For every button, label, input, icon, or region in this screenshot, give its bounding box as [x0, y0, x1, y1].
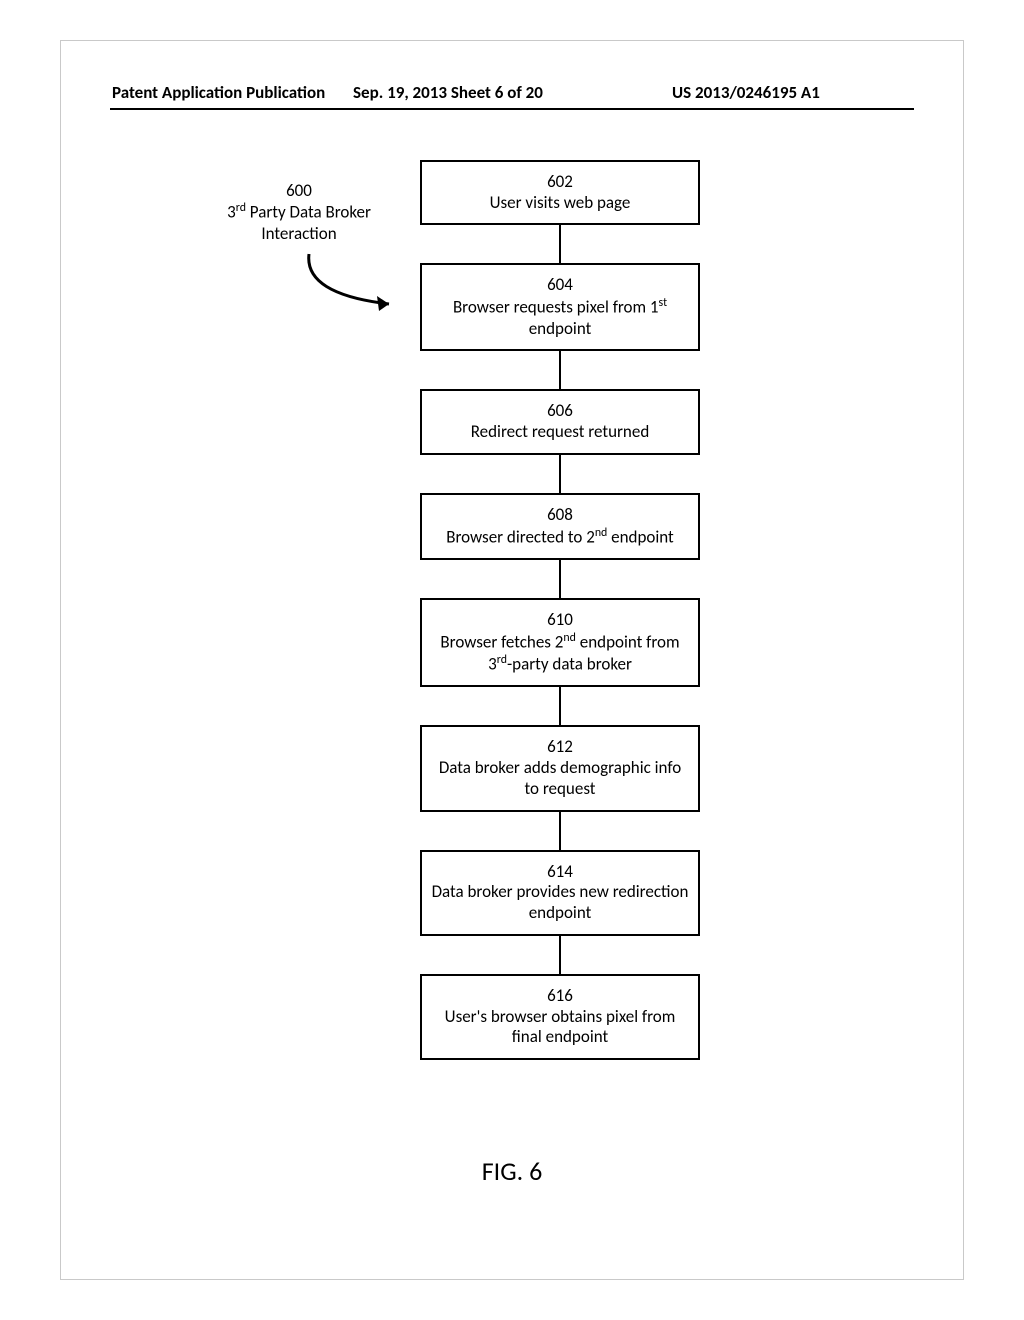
header-right: US 2013/0246195 A1 — [672, 82, 820, 103]
flow-connector — [559, 351, 561, 389]
title-arrow-icon — [299, 249, 419, 319]
flow-node-612: 612 Data broker adds demographic info to… — [420, 725, 700, 811]
flow-node-608: 608 Browser directed to 2nd endpoint — [420, 493, 700, 560]
flow-node-610: 610 Browser fetches 2nd endpoint from 3r… — [420, 598, 700, 688]
node-text: Browser directed to 2nd endpoint — [430, 526, 690, 548]
header-middle: Sep. 19, 2013 Sheet 6 of 20 — [353, 82, 543, 103]
header-left: Patent Application Publication — [112, 82, 325, 103]
node-text: Browser fetches 2nd endpoint from 3rd-pa… — [430, 631, 690, 676]
node-id: 614 — [430, 862, 690, 883]
node-text: Browser requests pixel from 1st endpoint — [430, 296, 690, 339]
node-text: Redirect request returned — [430, 422, 690, 443]
flow-node-616: 616 User's browser obtains pixel from fi… — [420, 974, 700, 1060]
node-id: 602 — [430, 172, 690, 193]
node-text: Data broker provides new redirection end… — [430, 882, 690, 923]
node-id: 610 — [430, 610, 690, 631]
flow-node-606: 606 Redirect request returned — [420, 389, 700, 454]
flow-connector — [559, 455, 561, 493]
node-id: 604 — [430, 275, 690, 296]
flow-node-602: 602 User visits web page — [420, 160, 700, 225]
flowchart: 602 User visits web page 604 Browser req… — [420, 160, 700, 1060]
page: Patent Application Publication Sep. 19, … — [0, 0, 1024, 1320]
node-text: Data broker adds demographic info to req… — [430, 758, 690, 799]
flow-node-604: 604 Browser requests pixel from 1st endp… — [420, 263, 700, 351]
flow-connector — [559, 225, 561, 263]
flow-connector — [559, 560, 561, 598]
header-rule — [110, 108, 914, 110]
flow-node-614: 614 Data broker provides new redirection… — [420, 850, 700, 936]
node-id: 616 — [430, 986, 690, 1007]
diagram-title: 600 3rd Party Data Broker Interaction — [199, 180, 399, 244]
flow-connector — [559, 936, 561, 974]
diagram-title-line2: Interaction — [199, 223, 399, 244]
node-id: 608 — [430, 505, 690, 526]
node-text: User's browser obtains pixel from final … — [430, 1007, 690, 1048]
diagram-title-number: 600 — [199, 180, 399, 201]
flow-connector — [559, 687, 561, 725]
figure-label: FIG. 6 — [0, 1155, 1024, 1187]
node-text: User visits web page — [430, 193, 690, 214]
diagram-title-line1: 3rd Party Data Broker — [199, 201, 399, 223]
node-id: 606 — [430, 401, 690, 422]
node-id: 612 — [430, 737, 690, 758]
flow-connector — [559, 812, 561, 850]
